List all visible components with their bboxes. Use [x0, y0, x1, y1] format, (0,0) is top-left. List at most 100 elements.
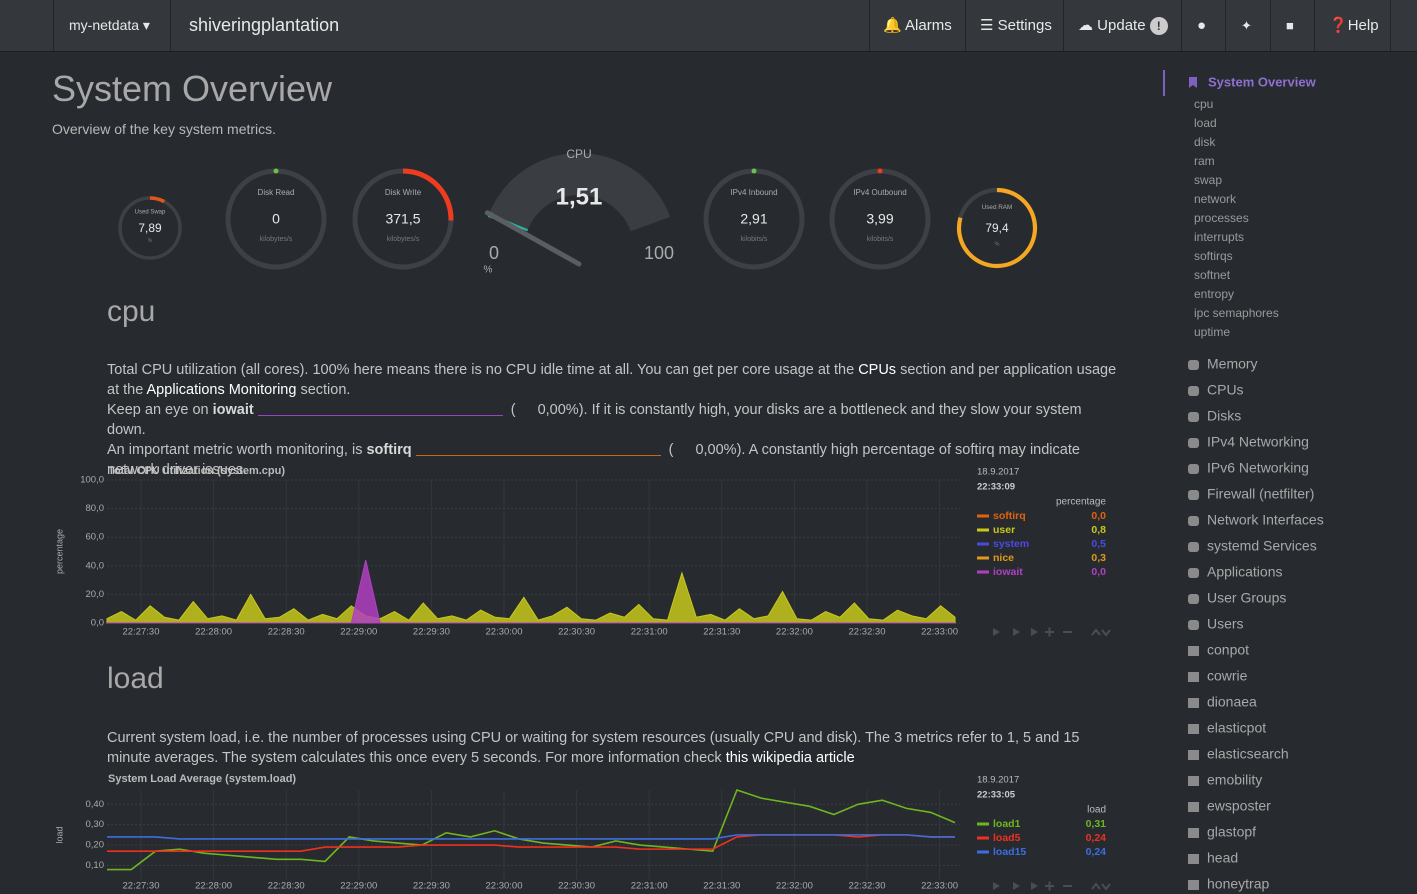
separator: [1314, 0, 1315, 51]
sidebar-item[interactable]: elasticpot: [1207, 720, 1266, 736]
sidebar-item[interactable]: User Groups: [1207, 590, 1286, 606]
chart-control[interactable]: [993, 882, 1000, 890]
sidebar-item[interactable]: head: [1207, 850, 1238, 866]
legend-unit: percentage: [1056, 497, 1106, 508]
sidebar-item[interactable]: Firewall (netfilter): [1207, 486, 1314, 502]
sidebar-item[interactable]: dionaea: [1207, 694, 1257, 710]
chart-control[interactable]: [993, 628, 1000, 636]
sidebar-item[interactable]: ewsposter: [1207, 798, 1271, 814]
sidebar-subitem[interactable]: uptime: [1194, 325, 1230, 339]
x-tick-label: 22:31:00: [631, 881, 668, 892]
gauge-value: 2,91: [740, 211, 767, 227]
separator: [53, 0, 54, 51]
sidebar-item[interactable]: elasticsearch: [1207, 746, 1289, 762]
facebook-button[interactable]: ■: [1286, 18, 1294, 33]
sidebar-active[interactable]: System Overview: [1208, 74, 1317, 89]
sidebar-subitem[interactable]: softnet: [1194, 268, 1231, 282]
sidebar-item[interactable]: emobility: [1207, 772, 1262, 788]
sidebar-item[interactable]: conpot: [1207, 642, 1249, 658]
update-button[interactable]: ☁ Update !: [1078, 0, 1168, 51]
x-tick-label: 22:30:30: [558, 627, 595, 638]
alarms-button[interactable]: 🔔 Alarms: [883, 17, 952, 34]
text: ). If it is constantly high, your disks …: [107, 402, 1082, 438]
sidebar-subitem[interactable]: swap: [1194, 173, 1222, 187]
x-tick-label: 22:33:00: [921, 881, 958, 892]
sidebar-subitem[interactable]: ram: [1194, 154, 1215, 168]
x-tick-label: 22:30:00: [486, 627, 523, 638]
settings-button[interactable]: ☰ Settings: [980, 17, 1052, 34]
update-badge: !: [1149, 17, 1168, 35]
x-tick-label: 22:31:00: [631, 627, 668, 638]
sidebar-item[interactable]: cowrie: [1207, 668, 1248, 684]
text: ). A constantly high percentage of softi…: [107, 442, 1080, 478]
y-tick-label: 0,40: [86, 799, 105, 810]
chart-title: System Load Average (system.load): [108, 773, 296, 785]
sidebar-subitem[interactable]: load: [1194, 116, 1217, 130]
update[interactable]: Update: [1097, 17, 1146, 34]
chart-control[interactable]: [1013, 628, 1020, 636]
text: Keep an eye on: [107, 402, 213, 418]
link[interactable]: this wikipedia article: [725, 750, 855, 766]
twitter-button[interactable]: ✦: [1241, 18, 1252, 33]
legend-swatch: [977, 850, 989, 854]
chart-control[interactable]: [1013, 882, 1020, 890]
github-button[interactable]: ●: [1197, 17, 1207, 34]
chart-control[interactable]: [1031, 882, 1038, 890]
sidebar-subitem[interactable]: processes: [1194, 211, 1249, 225]
line: [107, 834, 955, 840]
sidebar-item[interactable]: glastopf: [1207, 824, 1256, 840]
separator: [170, 0, 171, 51]
y-tick-label: 0,0: [91, 618, 104, 629]
sidebar-subitem[interactable]: disk: [1194, 135, 1216, 149]
legend-date: 18.9.2017: [977, 775, 1019, 786]
y-tick-label: 20,0: [86, 589, 105, 600]
sidebar-subitem[interactable]: cpu: [1194, 97, 1213, 111]
legend-unit: load: [1087, 805, 1106, 816]
legend-name: nice: [993, 552, 1014, 564]
chart-control[interactable]: [1045, 881, 1111, 891]
sidebar-item[interactable]: Network Interfaces: [1207, 512, 1324, 528]
gauge-title: IPv4 Outbound: [853, 188, 906, 197]
gauge-value: 0: [272, 211, 280, 227]
sidebar-icon: [1188, 620, 1199, 630]
text: An important metric worth monitoring, is: [107, 442, 367, 458]
sidebar-icon: [1188, 516, 1199, 526]
sidebar-item[interactable]: Memory: [1207, 356, 1258, 372]
chart-control[interactable]: [1031, 628, 1038, 636]
brand[interactable]: my-netdata: [69, 17, 140, 33]
sidebar-subitem[interactable]: ipc semaphores: [1194, 306, 1279, 320]
text: Current system load, i.e. the number of …: [107, 730, 1080, 766]
sidebar-subitem[interactable]: interrupts: [1194, 230, 1244, 244]
help-button[interactable]: ❓Help: [1329, 17, 1379, 34]
sidebar-item[interactable]: Disks: [1207, 408, 1241, 424]
link[interactable]: Applications Monitoring: [146, 382, 297, 398]
brand-menu[interactable]: my-netdata ▾: [69, 17, 150, 33]
settings[interactable]: Settings: [997, 17, 1052, 34]
legend-value: 0,3: [1091, 552, 1106, 564]
sidebar-item[interactable]: honeytrap: [1207, 876, 1269, 892]
sidebar-subitem[interactable]: softirqs: [1194, 249, 1233, 263]
sidebar-subitem[interactable]: network: [1194, 192, 1237, 206]
sidebar-item[interactable]: CPUs: [1207, 382, 1244, 398]
chart-control[interactable]: [1045, 627, 1111, 637]
sidebar-subitem[interactable]: entropy: [1194, 287, 1234, 301]
y-axis-label: percentage: [54, 529, 64, 574]
gauge-title: Disk Read: [258, 188, 295, 197]
sidebar-item[interactable]: IPv4 Networking: [1207, 434, 1309, 450]
sidebar-item[interactable]: Users: [1207, 616, 1244, 632]
help[interactable]: Help: [1347, 17, 1379, 34]
sidebar-item[interactable]: systemd Services: [1207, 538, 1317, 554]
sidebar-item[interactable]: IPv6 Networking: [1207, 460, 1309, 476]
separator: [1225, 0, 1226, 51]
gauge-arc: [149, 196, 166, 204]
sidebar-icon: [1188, 438, 1199, 448]
text: section and per application usage at the: [107, 362, 1117, 398]
gauge-unit: kilobytes/s: [260, 236, 293, 243]
link[interactable]: CPUs: [858, 362, 897, 378]
alarms[interactable]: Alarms: [905, 17, 952, 34]
page-title: System Overview: [52, 68, 333, 109]
x-tick-label: 22:29:00: [340, 627, 377, 638]
sidebar-item[interactable]: Applications: [1207, 564, 1283, 580]
cpu-gauge-title: CPU: [566, 147, 591, 161]
x-tick-label: 22:29:30: [413, 627, 450, 638]
